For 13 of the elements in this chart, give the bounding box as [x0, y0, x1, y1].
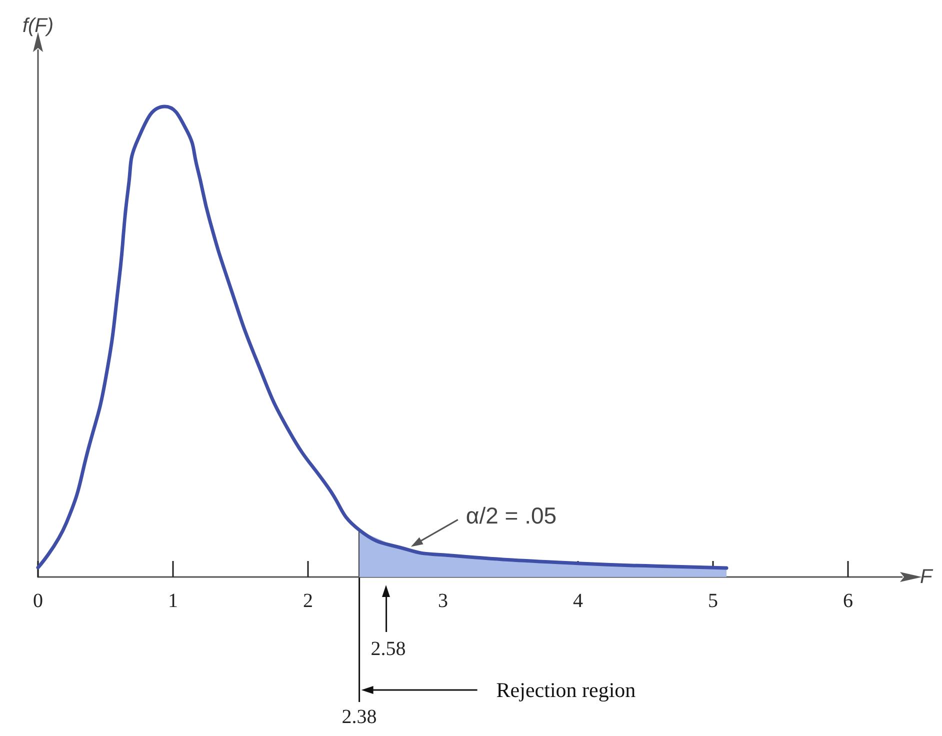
- x-tick-label: 4: [573, 590, 583, 612]
- x-tick-label: 5: [708, 590, 718, 612]
- x-tick-label: 1: [168, 590, 178, 612]
- x-tick-label: 3: [438, 590, 448, 612]
- ref-line-label: 2.58: [370, 638, 406, 660]
- text: Rejection region: [496, 678, 636, 702]
- annotation: α/2 = .05: [466, 502, 557, 529]
- y-axis-title: f(F): [22, 15, 54, 37]
- x-axis-title: F: [920, 566, 934, 588]
- x-tick-label: 6: [843, 590, 853, 612]
- x-tick-label: 2: [303, 590, 313, 612]
- x-tick-label: 0: [33, 590, 43, 612]
- ref-line-label: 2.38: [342, 706, 377, 728]
